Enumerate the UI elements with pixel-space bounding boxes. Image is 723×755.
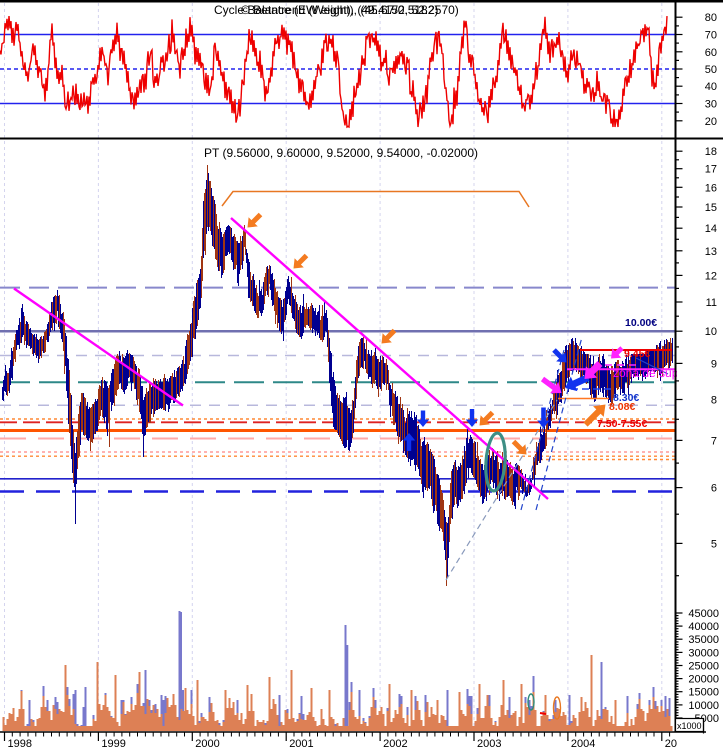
- svg-text:11: 11: [706, 297, 717, 309]
- svg-text:10: 10: [705, 326, 717, 338]
- svg-text:6: 6: [711, 483, 717, 495]
- svg-text:1999: 1999: [101, 738, 125, 750]
- svg-text:10000: 10000: [688, 700, 719, 712]
- svg-text:20000: 20000: [688, 674, 719, 686]
- svg-text:18: 18: [705, 146, 717, 158]
- svg-text:PT (9.56000, 9.60000, 9.52000,: PT (9.56000, 9.60000, 9.52000, 9.54000, …: [204, 146, 478, 160]
- svg-text:17: 17: [705, 164, 717, 176]
- svg-text:50: 50: [705, 64, 717, 76]
- svg-text:30: 30: [705, 99, 717, 111]
- svg-text:45000: 45000: [688, 608, 719, 620]
- svg-text:40000: 40000: [688, 621, 719, 633]
- svg-text:8.08€: 8.08€: [609, 401, 635, 413]
- svg-text:Cycle Balance (EW eight), (49.: Cycle Balance (EW eight), (49.4152, 52.2…: [214, 3, 459, 17]
- svg-text:40: 40: [705, 81, 717, 93]
- svg-text:1998: 1998: [8, 738, 32, 750]
- svg-text:2002: 2002: [383, 738, 407, 750]
- svg-text:15: 15: [705, 202, 717, 214]
- svg-text:© Betatrend (Weight), (45.67/0: © Betatrend (Weight), (45.67/0.5182): [241, 3, 438, 17]
- svg-text:x1000: x1000: [677, 721, 702, 731]
- svg-text:13: 13: [705, 246, 717, 258]
- svg-text:20: 20: [665, 738, 677, 750]
- svg-text:2003: 2003: [477, 738, 501, 750]
- svg-text:12: 12: [705, 270, 717, 282]
- svg-text:80: 80: [705, 12, 717, 24]
- svg-text:16: 16: [705, 182, 717, 194]
- svg-text:2001: 2001: [289, 738, 313, 750]
- svg-text:5: 5: [711, 538, 717, 550]
- svg-text:60: 60: [705, 47, 717, 59]
- svg-text:10.00€: 10.00€: [625, 317, 657, 329]
- svg-text:7: 7: [711, 435, 717, 447]
- svg-text:35000: 35000: [688, 634, 719, 646]
- svg-text:70: 70: [705, 30, 717, 42]
- svg-text:20: 20: [705, 116, 717, 128]
- svg-text:8: 8: [711, 395, 717, 407]
- svg-text:7.50-7.55€: 7.50-7.55€: [597, 418, 647, 430]
- svg-text:14: 14: [705, 223, 717, 235]
- svg-text:15000: 15000: [688, 687, 719, 699]
- svg-text:9.45€: 9.45€: [624, 348, 650, 360]
- svg-text:8.30€: 8.30€: [613, 392, 639, 404]
- svg-text:2004: 2004: [571, 738, 595, 750]
- svg-text:zona de sup: zona de sup: [613, 366, 679, 380]
- svg-text:2000: 2000: [195, 738, 219, 750]
- svg-text:30000: 30000: [688, 647, 719, 659]
- svg-text:25000: 25000: [688, 661, 719, 673]
- svg-text:9: 9: [711, 358, 717, 370]
